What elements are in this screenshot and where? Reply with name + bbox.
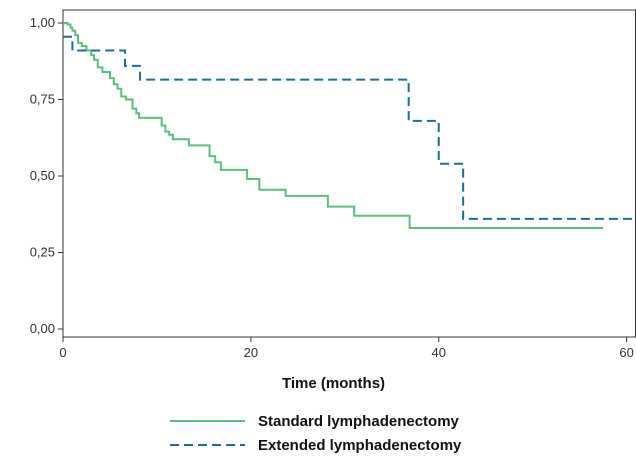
plot-frame <box>62 9 636 338</box>
axes: 0,00 0,25 0,50 0,75 1,00 0 20 40 60 <box>30 9 636 360</box>
y-tick-label: 1,00 <box>30 15 55 30</box>
series-layer <box>63 22 636 230</box>
series-line-extended <box>63 35 636 220</box>
legend-label: Extended lymphadenectomy <box>258 437 462 454</box>
series-line-standard <box>63 22 604 230</box>
x-tick-label: 20 <box>244 345 258 360</box>
x-tick-label: 40 <box>432 345 446 360</box>
x-tick-label: 60 <box>619 345 633 360</box>
legend-label: Standard lymphadenectomy <box>258 413 460 430</box>
y-tick-label: 0,00 <box>30 321 55 336</box>
y-tick-label: 0,50 <box>30 168 55 183</box>
y-tick-label: 0,75 <box>30 92 55 107</box>
legend: Standard lymphadenectomy Extended lymphad… <box>170 413 462 454</box>
y-tick-label: 0,25 <box>30 245 55 260</box>
x-axis-title: Time (months) <box>282 375 385 392</box>
x-tick-label: 0 <box>59 345 66 360</box>
